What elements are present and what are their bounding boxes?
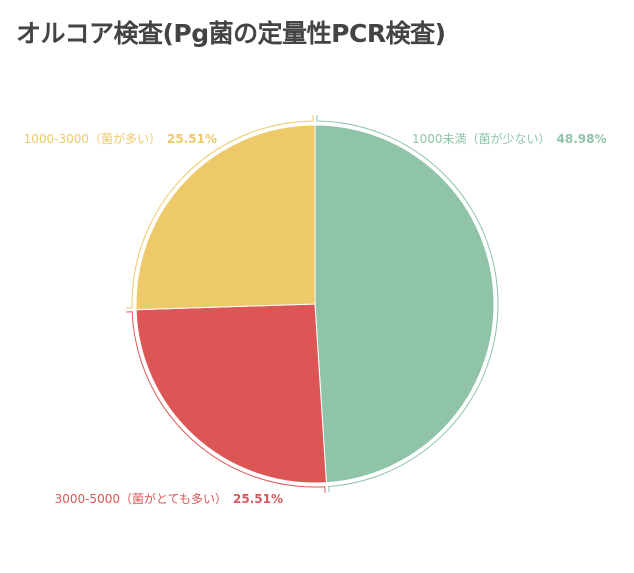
slice-label-name: 3000-5000（菌がとても多い） xyxy=(55,491,227,506)
chart-title: オルコア検査(Pg菌の定量性PCR検査) xyxy=(16,19,446,48)
slice-label-name: 1000未満（菌が少ない） xyxy=(412,131,551,146)
slice-bracket xyxy=(126,311,326,493)
pie-slice[interactable] xyxy=(135,303,327,484)
pie-slice[interactable] xyxy=(314,124,495,484)
slice-bracket xyxy=(126,115,314,309)
slice-label: 1000未満（菌が少ない） 48.98% xyxy=(412,131,607,146)
slice-label-name: 1000-3000（菌が多い） xyxy=(24,131,161,146)
pie-slice[interactable] xyxy=(135,124,316,311)
slice-label-value: 25.51% xyxy=(167,132,217,146)
slice-label: 3000-5000（菌がとても多い） 25.51% xyxy=(55,491,283,506)
slice-label: 1000-3000（菌が多い） 25.51% xyxy=(24,131,217,146)
slice-label-value: 25.51% xyxy=(233,492,283,506)
slice-bracket xyxy=(316,115,499,493)
slice-label-value: 48.98% xyxy=(557,132,607,146)
